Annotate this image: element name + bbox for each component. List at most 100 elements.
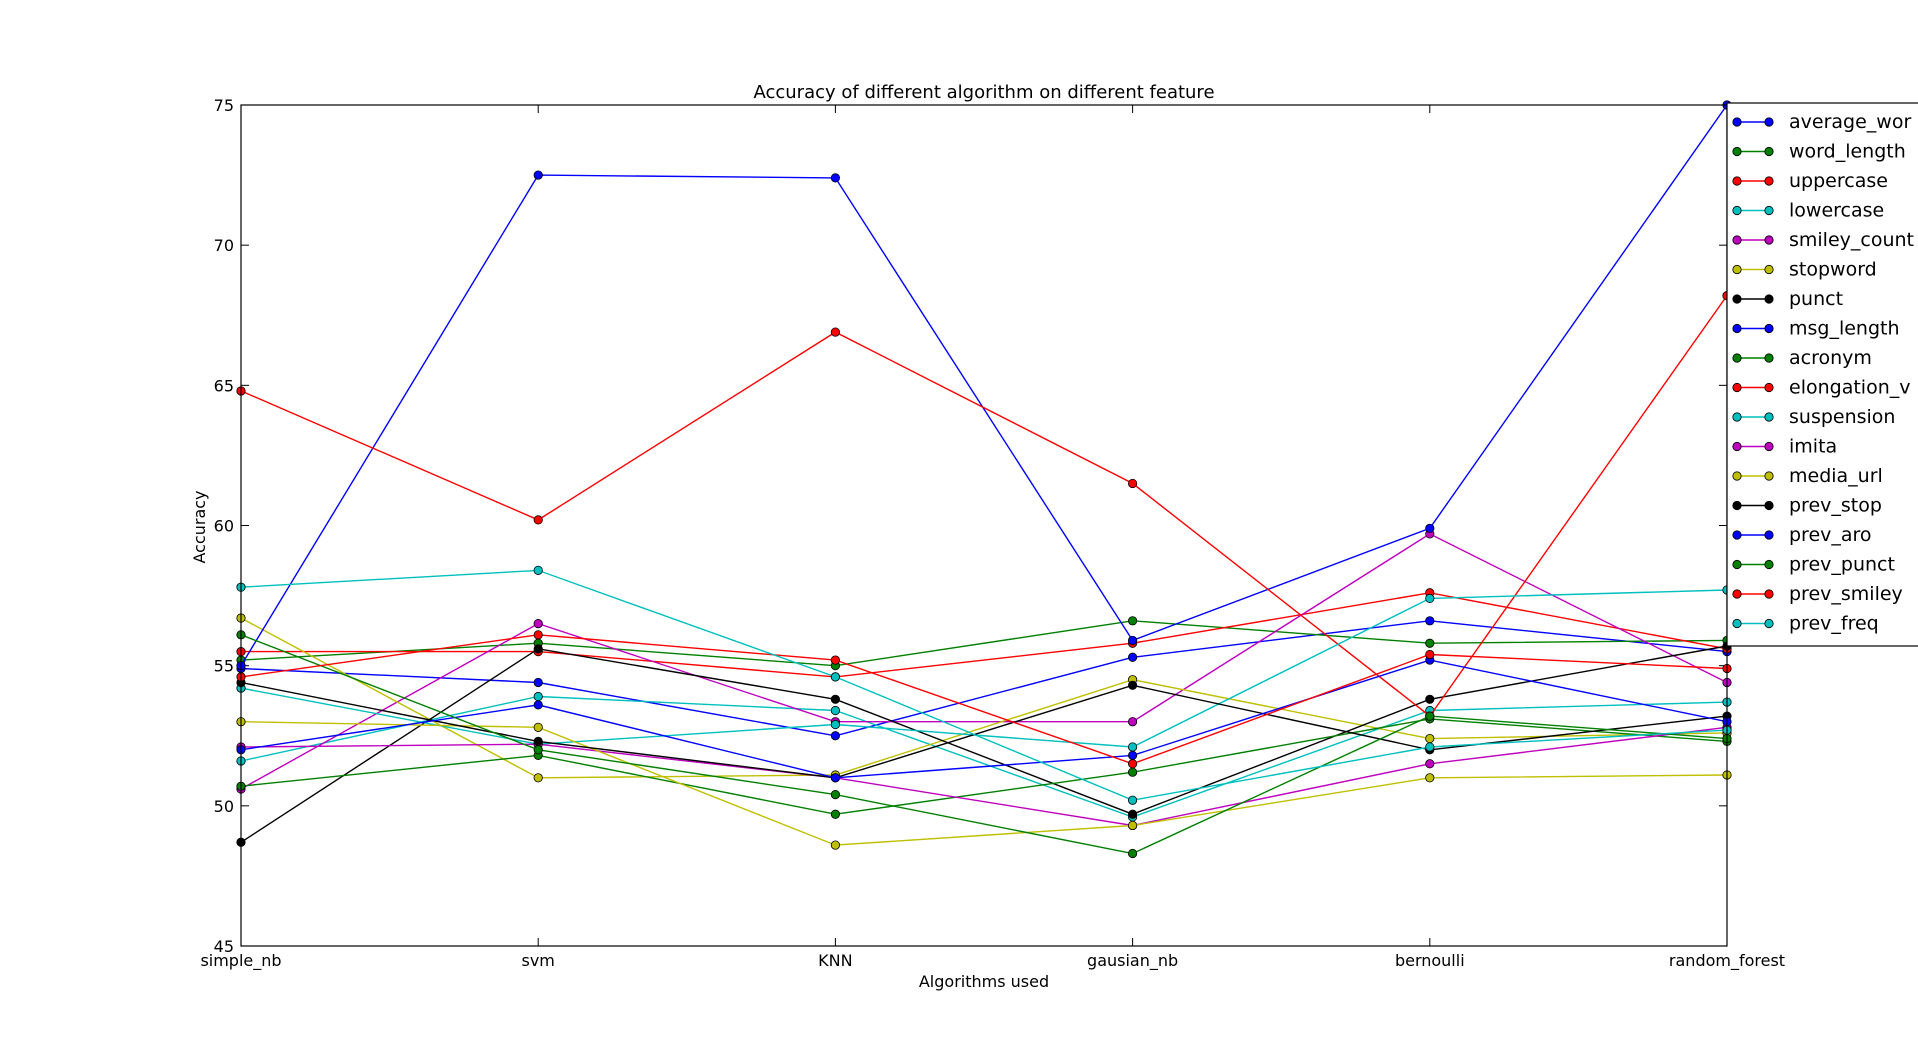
series-line: [240, 695, 1728, 818]
x-tick-label: gausian_nb: [1087, 951, 1178, 971]
legend-item: average_wor: [1732, 111, 1911, 133]
legend-marker: [1764, 294, 1774, 304]
legend-marker: [1732, 353, 1742, 363]
legend-label: prev_freq: [1789, 613, 1879, 635]
legend-item: msg_length: [1732, 318, 1900, 340]
data-point: [830, 705, 841, 716]
legend-marker: [1764, 441, 1774, 452]
data-point: [1128, 652, 1138, 662]
legend-marker: [1732, 441, 1742, 452]
legend-marker: [1732, 589, 1742, 599]
data-point: [830, 773, 841, 783]
legend-item: smiley_count: [1732, 229, 1914, 251]
legend-label: prev_smiley: [1789, 583, 1903, 605]
series-line: [240, 634, 1728, 765]
data-point: [533, 691, 543, 702]
data-point: [1128, 750, 1138, 760]
legend-marker: [1732, 471, 1742, 481]
data-point: [533, 644, 543, 654]
data-point: [1425, 593, 1435, 603]
legend-label: word_length: [1789, 141, 1906, 163]
series-prev-freq: [236, 565, 1732, 805]
legend-marker: [1764, 618, 1774, 629]
series-line: [240, 645, 1728, 843]
series-line: [240, 726, 1728, 827]
series-line: [240, 721, 1728, 846]
legend-item: suspension: [1732, 406, 1895, 428]
data-point: [533, 515, 543, 525]
legend-marker: [1764, 471, 1774, 481]
data-point: [1128, 742, 1138, 752]
y-tick-label: 60: [214, 517, 234, 536]
legend-label: imita: [1789, 436, 1837, 458]
legend-marker: [1764, 264, 1774, 275]
data-point: [533, 677, 543, 688]
data-point: [1425, 694, 1435, 704]
data-point: [533, 736, 543, 746]
data-point: [1128, 767, 1138, 777]
data-point: [533, 565, 543, 575]
legend-marker: [1732, 500, 1742, 511]
series-msg-length: [236, 100, 1732, 671]
legend-marker: [1732, 530, 1742, 540]
legend-item: prev_punct: [1732, 554, 1895, 576]
data-point: [1425, 523, 1435, 533]
series-line: [240, 569, 1728, 801]
legend-box: [1726, 102, 1918, 647]
data-point: [830, 809, 841, 819]
series-line: [240, 718, 1728, 815]
legend-label: uppercase: [1789, 170, 1888, 192]
data-point: [830, 694, 841, 704]
legend-item: prev_stop: [1732, 495, 1882, 517]
x-tick-label: svm: [522, 951, 555, 970]
data-point: [1425, 742, 1435, 752]
legend-marker: [1764, 500, 1774, 511]
y-tick-label: 75: [214, 96, 234, 115]
x-tick-label: bernoulli: [1395, 951, 1465, 970]
x-tick-label: KNN: [818, 951, 852, 970]
chart-title: Accuracy of different algorithm on diffe…: [753, 82, 1214, 103]
legend-item: stopword: [1732, 259, 1877, 281]
legend-marker: [1732, 382, 1742, 393]
series-line: [240, 295, 1728, 718]
series-prev-punct: [236, 630, 1732, 859]
series-line: [240, 104, 1728, 667]
legend: average_wor word_length uppercase lowercase…: [1726, 102, 1918, 647]
legend-marker: [1764, 559, 1774, 570]
axis-ticks: simple_nb svm KNN gausian_nb bernoulli random…: [200, 96, 1785, 971]
data-point: [1425, 773, 1435, 783]
x-tick-label: random_forest: [1669, 951, 1785, 971]
data-point: [1128, 478, 1138, 489]
legend-label: average_wor: [1789, 111, 1911, 133]
legend-label: media_url: [1789, 465, 1883, 487]
data-point: [533, 773, 543, 783]
series-prev-smiley: [236, 630, 1732, 769]
series-line: [240, 620, 1728, 667]
legend-marker: [1732, 146, 1742, 157]
data-point: [830, 173, 841, 183]
data-point: [1425, 638, 1435, 648]
data-point: [830, 731, 841, 741]
series-layer: [236, 100, 1732, 859]
legend-marker: [1764, 353, 1774, 363]
legend-marker: [1732, 205, 1742, 216]
legend-marker: [1732, 117, 1742, 127]
legend-item: lowercase: [1732, 200, 1884, 222]
data-point: [1128, 680, 1138, 690]
legend-label: prev_stop: [1789, 495, 1882, 517]
legend-label: msg_length: [1789, 318, 1900, 340]
legend-marker: [1732, 176, 1742, 186]
legend-marker: [1732, 264, 1742, 275]
legend-marker: [1764, 146, 1774, 157]
series-line: [240, 589, 1728, 748]
data-point: [533, 170, 543, 180]
legend-marker: [1764, 176, 1774, 186]
legend-marker: [1732, 412, 1742, 422]
y-tick-label: 50: [214, 797, 234, 816]
legend-label: punct: [1789, 288, 1843, 310]
data-point: [830, 790, 841, 800]
data-point: [1425, 733, 1435, 744]
y-tick-label: 45: [214, 937, 234, 956]
legend-label: prev_aro: [1789, 524, 1872, 546]
